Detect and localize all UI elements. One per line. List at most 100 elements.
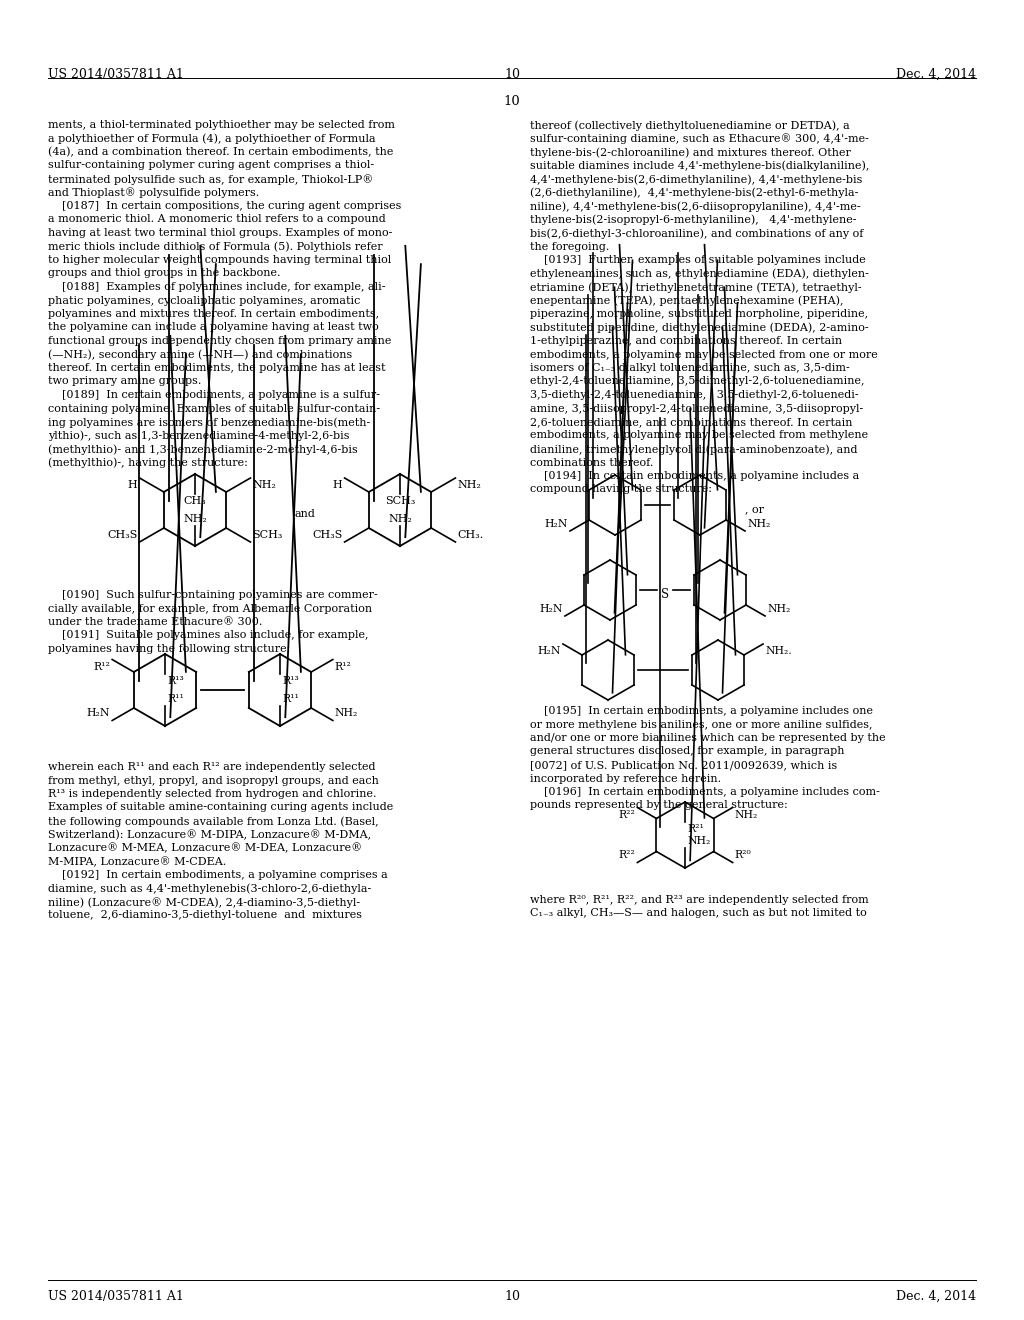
Text: incorporated by reference herein.: incorporated by reference herein. <box>530 774 721 784</box>
Text: [0072] of U.S. Publication No. 2011/0092639, which is: [0072] of U.S. Publication No. 2011/0092… <box>530 760 838 770</box>
Text: 1-ethylpiperazine, and combinations thereof. In certain: 1-ethylpiperazine, and combinations ther… <box>530 337 842 346</box>
Text: [0187]  In certain compositions, the curing agent comprises: [0187] In certain compositions, the curi… <box>48 201 401 211</box>
Text: NH₂: NH₂ <box>183 513 207 524</box>
Text: cially available, for example, from Albemarle Corporation: cially available, for example, from Albe… <box>48 603 372 614</box>
Text: thereof (collectively diethyltoluenediamine or DETDA), a: thereof (collectively diethyltoluenediam… <box>530 120 850 131</box>
Text: R¹³ is independently selected from hydrogen and chlorine.: R¹³ is independently selected from hydro… <box>48 789 377 799</box>
Text: terminated polysulfide such as, for example, Thiokol-LP®: terminated polysulfide such as, for exam… <box>48 174 374 185</box>
Text: 4,4'-methylene-bis(2,6-dimethylaniline), 4,4'-methylene-bis: 4,4'-methylene-bis(2,6-dimethylaniline),… <box>530 174 862 185</box>
Text: SCH₃: SCH₃ <box>385 496 415 506</box>
Text: ments, a thiol-terminated polythioether may be selected from: ments, a thiol-terminated polythioether … <box>48 120 395 129</box>
Text: H₂N: H₂N <box>540 605 563 614</box>
Text: Dec. 4, 2014: Dec. 4, 2014 <box>896 1290 976 1303</box>
Text: ethyl-2,4-toluenediamine, 3,5-dimethyl-2,6-toluenediamine,: ethyl-2,4-toluenediamine, 3,5-dimethyl-2… <box>530 376 864 387</box>
Text: [0195]  In certain embodiments, a polyamine includes one: [0195] In certain embodiments, a polyami… <box>530 706 873 715</box>
Text: NH₂: NH₂ <box>767 605 791 614</box>
Text: , or: , or <box>745 504 764 513</box>
Text: R¹²: R¹² <box>335 661 351 672</box>
Text: [0191]  Suitable polyamines also include, for example,: [0191] Suitable polyamines also include,… <box>48 631 369 640</box>
Text: embodiments, a polyamine may be selected from methylene: embodiments, a polyamine may be selected… <box>530 430 868 441</box>
Text: and Thioplast® polysulfide polymers.: and Thioplast® polysulfide polymers. <box>48 187 259 198</box>
Text: suitable diamines include 4,4'-methylene-bis(dialkylaniline),: suitable diamines include 4,4'-methylene… <box>530 161 869 172</box>
Text: R²²: R²² <box>618 809 635 820</box>
Text: polyamines and mixtures thereof. In certain embodiments,: polyamines and mixtures thereof. In cert… <box>48 309 379 319</box>
Text: R¹³: R¹³ <box>282 676 299 686</box>
Text: isomers of C₁₋₃ dialkyl toluenediamine, such as, 3,5-dim-: isomers of C₁₋₃ dialkyl toluenediamine, … <box>530 363 850 374</box>
Text: NH₂: NH₂ <box>734 809 758 820</box>
Text: enepentamine (TEPA), pentaethylenehexamine (PEHA),: enepentamine (TEPA), pentaethylenehexami… <box>530 296 844 306</box>
Text: thylene-bis-(2-chloroaniline) and mixtures thereof. Other: thylene-bis-(2-chloroaniline) and mixtur… <box>530 147 851 157</box>
Text: R²⁰: R²⁰ <box>734 850 752 861</box>
Text: [0188]  Examples of polyamines include, for example, ali-: [0188] Examples of polyamines include, f… <box>48 282 385 292</box>
Text: NH₂.: NH₂. <box>765 645 792 656</box>
Text: (—NH₂), secondary amine (—NH—) and combinations: (—NH₂), secondary amine (—NH—) and combi… <box>48 350 352 360</box>
Text: ethyleneamines, such as, ethylenediamine (EDA), diethylen-: ethyleneamines, such as, ethylenediamine… <box>530 268 869 279</box>
Text: containing polyamine. Examples of suitable sulfur-contain-: containing polyamine. Examples of suitab… <box>48 404 380 413</box>
Text: R¹³: R¹³ <box>167 676 183 686</box>
Text: or more methylene bis anilines, one or more aniline sulfides,: or more methylene bis anilines, one or m… <box>530 719 872 730</box>
Text: H: H <box>128 480 137 490</box>
Text: general structures disclosed, for example, in paragraph: general structures disclosed, for exampl… <box>530 747 845 756</box>
Text: NH₂: NH₂ <box>388 513 412 524</box>
Text: (4a), and a combination thereof. In certain embodiments, the: (4a), and a combination thereof. In cert… <box>48 147 393 157</box>
Text: where R²⁰, R²¹, R²², and R²³ are independently selected from: where R²⁰, R²¹, R²², and R²³ are indepen… <box>530 895 868 906</box>
Text: Dec. 4, 2014: Dec. 4, 2014 <box>896 69 976 81</box>
Text: Examples of suitable amine-containing curing agents include: Examples of suitable amine-containing cu… <box>48 803 393 813</box>
Text: [0194]  In certain embodiments, a polyamine includes a: [0194] In certain embodiments, a polyami… <box>530 471 859 480</box>
Text: and/or one or more bianilines which can be represented by the: and/or one or more bianilines which can … <box>530 733 886 743</box>
Text: the polyamine can include a polyamine having at least two: the polyamine can include a polyamine ha… <box>48 322 379 333</box>
Text: CH₃S: CH₃S <box>312 531 343 540</box>
Text: piperazine, morpholine, substituted morpholine, piperidine,: piperazine, morpholine, substituted morp… <box>530 309 868 319</box>
Text: 10: 10 <box>504 1290 520 1303</box>
Text: H: H <box>333 480 343 490</box>
Text: (methylthio)- and 1,3-benzenediamine-2-methyl-4,6-bis: (methylthio)- and 1,3-benzenediamine-2-m… <box>48 444 357 454</box>
Text: embodiments, a polyamine may be selected from one or more: embodiments, a polyamine may be selected… <box>530 350 878 359</box>
Text: under the tradename Ethacure® 300.: under the tradename Ethacure® 300. <box>48 616 262 627</box>
Text: NH₂: NH₂ <box>458 480 481 490</box>
Text: Switzerland): Lonzacure® M-DIPA, Lonzacure® M-DMA,: Switzerland): Lonzacure® M-DIPA, Lonzacu… <box>48 829 371 840</box>
Text: 3,5-diethyl-2,4-toluenediamine,   3,5-diethyl-2,6-toluenedi-: 3,5-diethyl-2,4-toluenediamine, 3,5-diet… <box>530 389 859 400</box>
Text: phatic polyamines, cycloaliphatic polyamines, aromatic: phatic polyamines, cycloaliphatic polyam… <box>48 296 360 305</box>
Text: to higher molecular weight compounds having terminal thiol: to higher molecular weight compounds hav… <box>48 255 391 265</box>
Text: [0192]  In certain embodiments, a polyamine comprises a: [0192] In certain embodiments, a polyami… <box>48 870 388 880</box>
Text: [0193]  Further, examples of suitable polyamines include: [0193] Further, examples of suitable pol… <box>530 255 865 265</box>
Text: polyamines having the following structure:: polyamines having the following structur… <box>48 644 291 653</box>
Text: 2,6-toluenediamine, and combinations thereof. In certain: 2,6-toluenediamine, and combinations the… <box>530 417 853 426</box>
Text: having at least two terminal thiol groups. Examples of mono-: having at least two terminal thiol group… <box>48 228 392 238</box>
Text: etriamine (DETA), triethylenetetramine (TETA), tetraethyl-: etriamine (DETA), triethylenetetramine (… <box>530 282 861 293</box>
Text: NH₂: NH₂ <box>687 836 711 846</box>
Text: [0189]  In certain embodiments, a polyamine is a sulfur-: [0189] In certain embodiments, a polyami… <box>48 389 380 400</box>
Text: H₂N: H₂N <box>538 645 561 656</box>
Text: the foregoing.: the foregoing. <box>530 242 609 252</box>
Text: dianiline, trimethyleneglycol di(para-aminobenzoate), and: dianiline, trimethyleneglycol di(para-am… <box>530 444 857 454</box>
Text: SCH₃: SCH₃ <box>253 531 283 540</box>
Text: H₂N: H₂N <box>87 709 111 718</box>
Text: 10: 10 <box>504 95 520 108</box>
Text: [0190]  Such sulfur-containing polyamines are commer-: [0190] Such sulfur-containing polyamines… <box>48 590 378 601</box>
Text: thereof. In certain embodiments, the polyamine has at least: thereof. In certain embodiments, the pol… <box>48 363 385 374</box>
Text: R²¹: R²¹ <box>687 824 703 834</box>
Text: C₁₋₃ alkyl, CH₃—S— and halogen, such as but not limited to: C₁₋₃ alkyl, CH₃—S— and halogen, such as … <box>530 908 866 919</box>
Text: (methylthio)-, having the structure:: (methylthio)-, having the structure: <box>48 458 248 469</box>
Text: ylthio)-, such as 1,3-benzenediamine-4-methyl-2,6-bis: ylthio)-, such as 1,3-benzenediamine-4-m… <box>48 430 349 441</box>
Text: toluene,  2,6-diamino-3,5-diethyl-toluene  and  mixtures: toluene, 2,6-diamino-3,5-diethyl-toluene… <box>48 911 362 920</box>
Text: two primary amine groups.: two primary amine groups. <box>48 376 202 387</box>
Text: thylene-bis(2-isopropyl-6-methylaniline),   4,4'-methylene-: thylene-bis(2-isopropyl-6-methylaniline)… <box>530 214 856 226</box>
Text: substituted piperidine, diethylenediamine (DEDA), 2-amino-: substituted piperidine, diethylenediamin… <box>530 322 868 333</box>
Text: 10: 10 <box>504 69 520 81</box>
Text: H₂N: H₂N <box>545 519 568 529</box>
Text: a polythioether of Formula (4), a polythioether of Formula: a polythioether of Formula (4), a polyth… <box>48 133 376 144</box>
Text: S: S <box>660 589 669 602</box>
Text: CH₃: CH₃ <box>183 496 207 506</box>
Text: NH₂: NH₂ <box>253 480 276 490</box>
Text: a monomeric thiol. A monomeric thiol refers to a compound: a monomeric thiol. A monomeric thiol ref… <box>48 214 386 224</box>
Text: amine, 3,5-diisopropyl-2,4-toluenediamine, 3,5-diisopropyl-: amine, 3,5-diisopropyl-2,4-toluenediamin… <box>530 404 863 413</box>
Text: the following compounds available from Lonza Ltd. (Basel,: the following compounds available from L… <box>48 816 379 826</box>
Text: wherein each R¹¹ and each R¹² are independently selected: wherein each R¹¹ and each R¹² are indepe… <box>48 762 376 772</box>
Text: diamine, such as 4,4'-methylenebis(3-chloro-2,6-diethyla-: diamine, such as 4,4'-methylenebis(3-chl… <box>48 883 372 894</box>
Text: functional groups independently chosen from primary amine: functional groups independently chosen f… <box>48 337 391 346</box>
Text: CH₃.: CH₃. <box>458 531 483 540</box>
Text: niline), 4,4'-methylene-bis(2,6-diisopropylaniline), 4,4'-me-: niline), 4,4'-methylene-bis(2,6-diisopro… <box>530 201 860 211</box>
Text: groups and thiol groups in the backbone.: groups and thiol groups in the backbone. <box>48 268 281 279</box>
Text: R¹¹: R¹¹ <box>167 694 184 704</box>
